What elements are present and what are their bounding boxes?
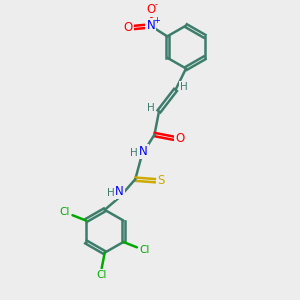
Text: H: H: [180, 82, 188, 92]
Text: -: -: [155, 1, 158, 10]
Text: Cl: Cl: [140, 245, 150, 255]
Text: N: N: [146, 20, 155, 32]
Text: Cl: Cl: [59, 207, 70, 217]
Text: O: O: [124, 21, 133, 34]
Text: O: O: [146, 3, 155, 16]
Text: H: H: [107, 188, 115, 199]
Text: +: +: [153, 16, 160, 25]
Text: N: N: [115, 184, 124, 198]
Text: O: O: [175, 132, 184, 145]
Text: H: H: [130, 148, 137, 158]
Text: N: N: [139, 145, 148, 158]
Text: Cl: Cl: [97, 270, 107, 280]
Text: S: S: [158, 174, 165, 187]
Text: H: H: [147, 103, 154, 113]
